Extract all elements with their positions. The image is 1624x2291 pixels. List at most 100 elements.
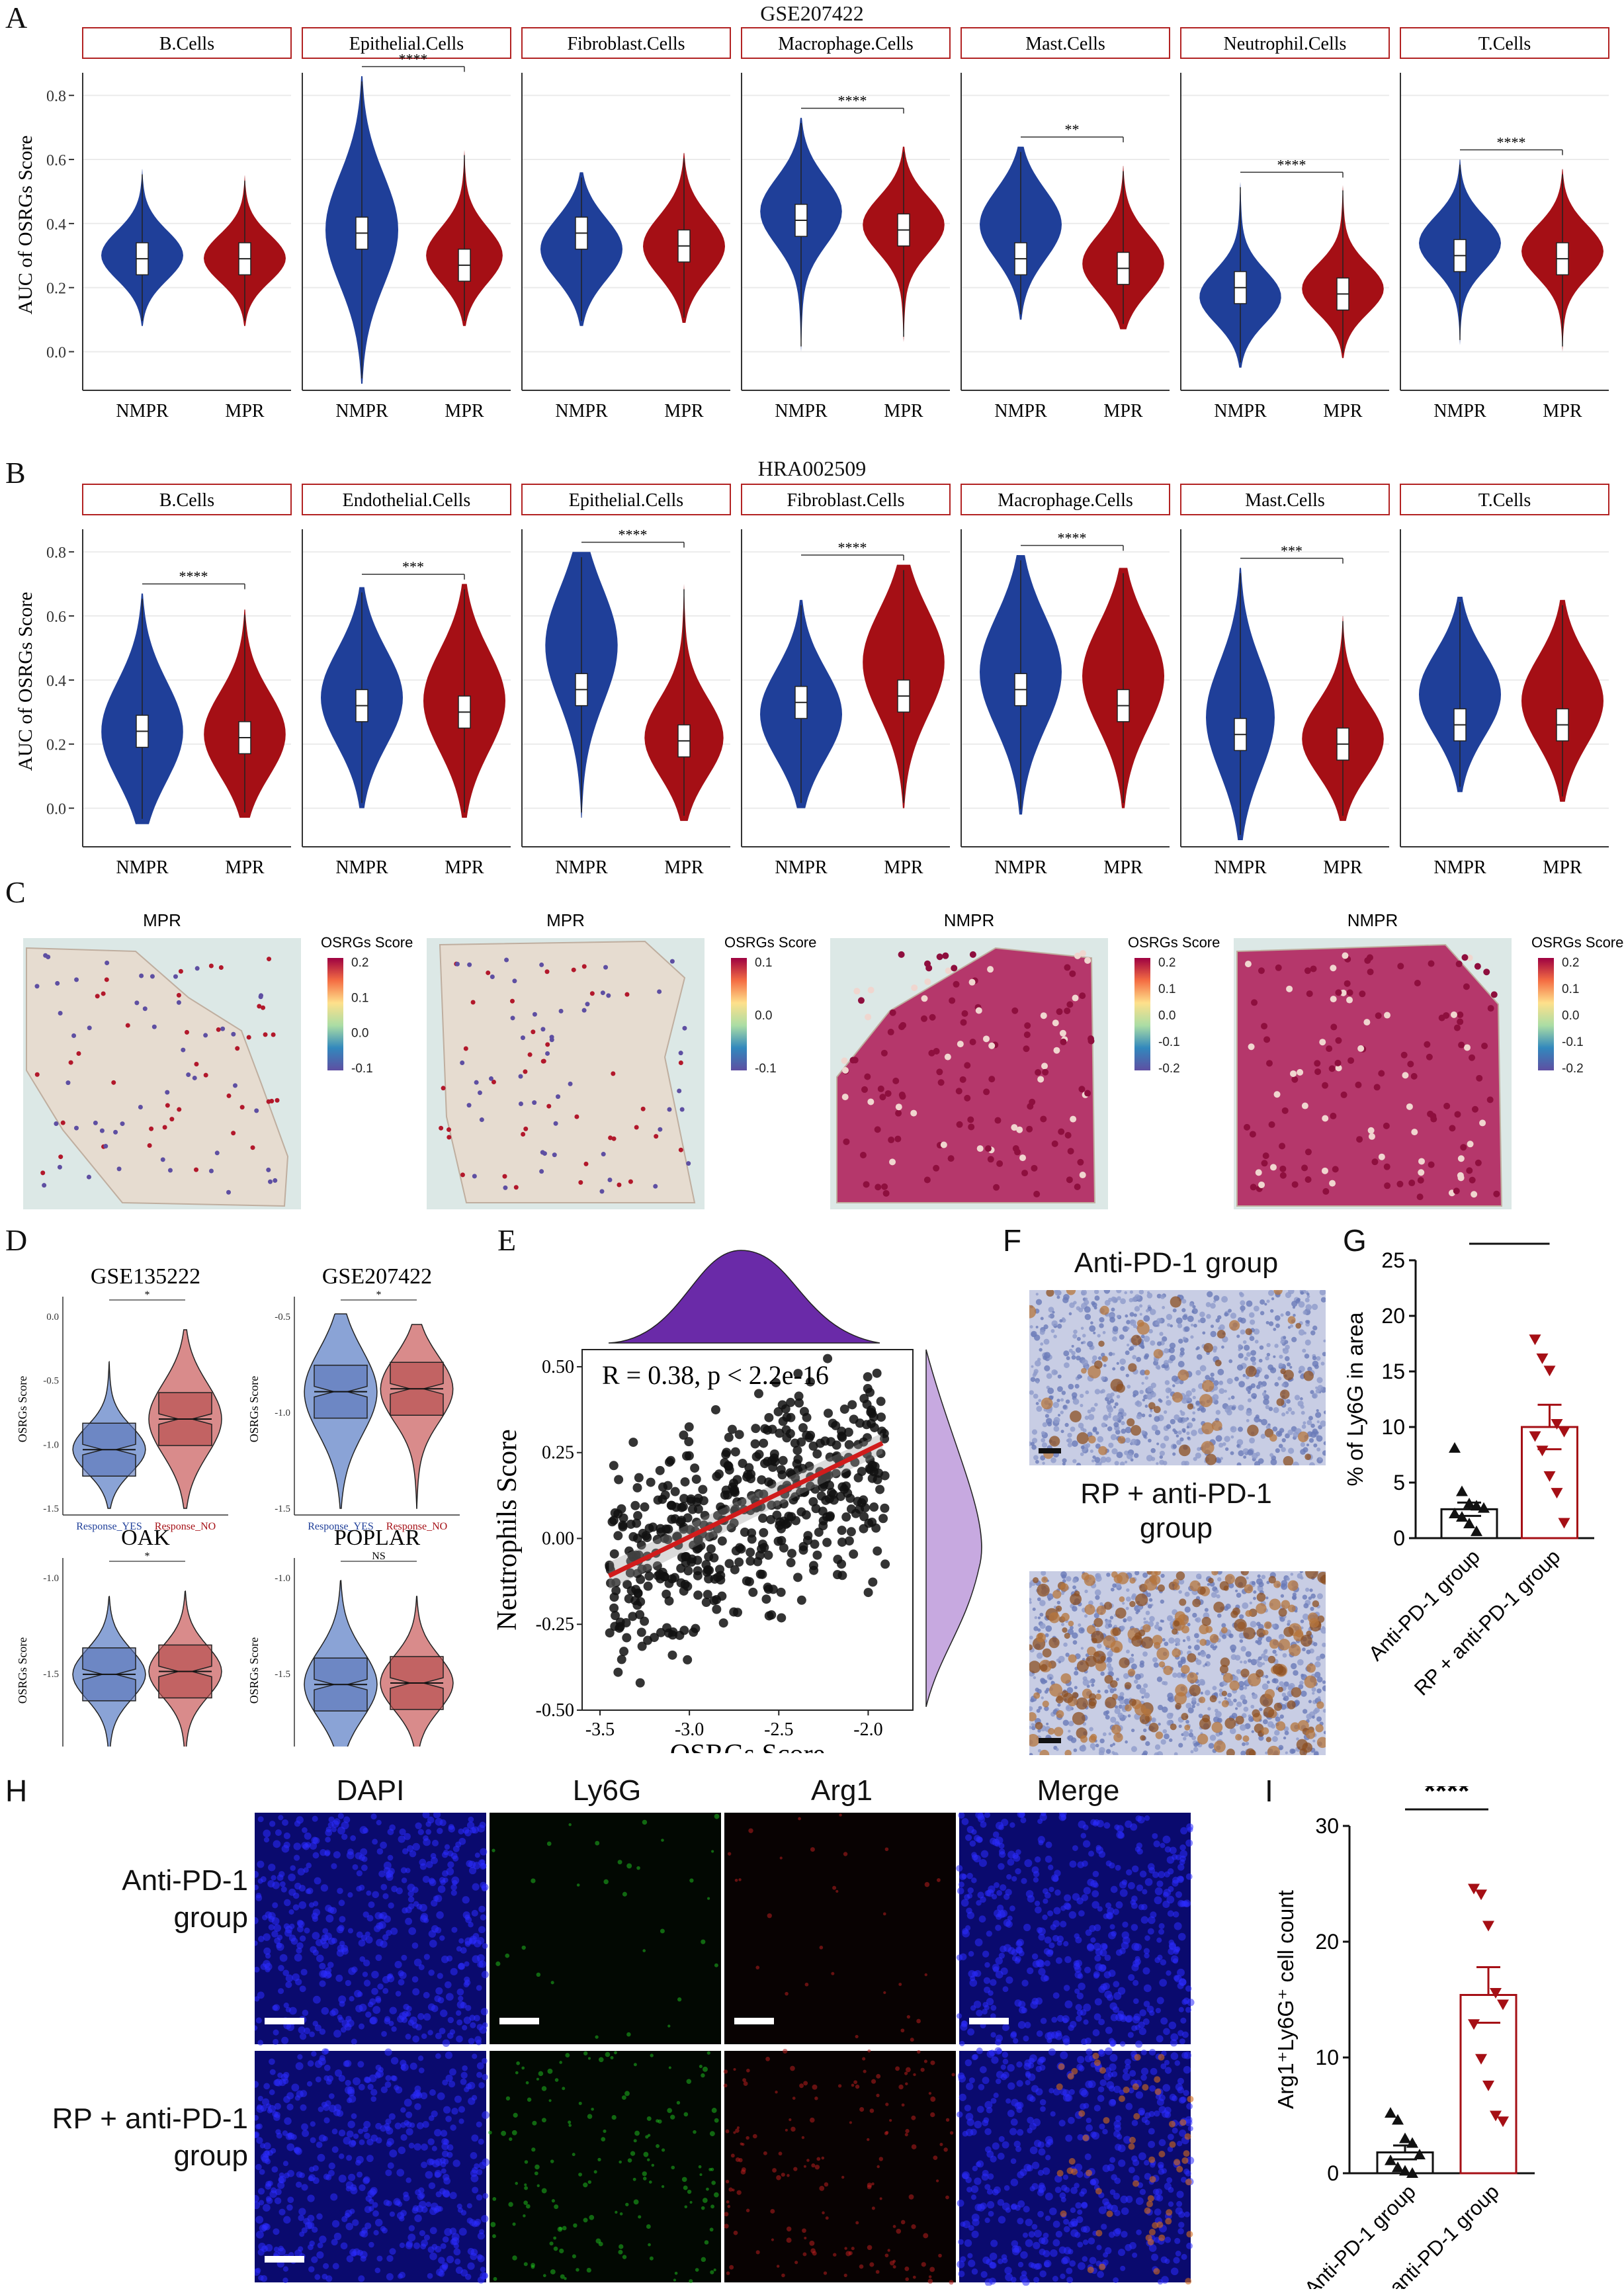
spot <box>857 997 865 1004</box>
ihc-nucleus <box>1107 1414 1111 1418</box>
if-signal <box>280 1886 287 1893</box>
ihc-stain <box>1042 1700 1049 1707</box>
spot <box>1457 1011 1464 1018</box>
scatter-point <box>812 1550 822 1560</box>
if-signal <box>1011 1876 1017 1882</box>
ihc-stain <box>1056 1696 1064 1704</box>
if-signal <box>451 2233 460 2241</box>
scatter-point <box>876 1412 886 1422</box>
tissue-section <box>439 940 696 1203</box>
if-signal <box>341 1833 348 1840</box>
ihc-stain <box>1209 1633 1219 1643</box>
spot <box>1011 1124 1018 1131</box>
ihc-nucleus <box>1189 1729 1193 1733</box>
if-signal <box>257 2188 265 2195</box>
if-signal <box>288 1873 296 1881</box>
spot <box>1279 1172 1287 1179</box>
ihc-nucleus <box>1302 1348 1306 1353</box>
ihc-nucleus <box>1178 1590 1182 1594</box>
if-signal <box>313 1995 321 2004</box>
if-signal <box>1048 1886 1054 1893</box>
scatter-point <box>808 1561 818 1571</box>
panel-label-a: A <box>5 1 28 34</box>
ihc-stain <box>1076 1432 1089 1444</box>
if-signal <box>423 1835 429 1841</box>
ihc-stain <box>1084 1604 1095 1615</box>
if-signal <box>835 1889 839 1893</box>
if-signal <box>402 2010 409 2018</box>
spot <box>881 1183 888 1190</box>
if-signal <box>450 1852 458 1860</box>
if-signal <box>418 2200 427 2209</box>
spot <box>1455 961 1463 968</box>
if-signal <box>1045 1855 1052 1863</box>
ihc-nucleus <box>1133 1313 1137 1317</box>
ihc-nucleus <box>1105 1710 1110 1715</box>
if-signal <box>458 1938 464 1944</box>
if-signal <box>343 2136 351 2145</box>
spot <box>1466 1167 1473 1174</box>
if-signal <box>255 2025 258 2031</box>
spot <box>490 974 495 979</box>
ihc-stain <box>1288 1604 1296 1613</box>
scatter-point <box>746 1547 755 1557</box>
spot <box>545 1051 550 1056</box>
ihc-nucleus <box>1316 1656 1321 1661</box>
ihc-nucleus <box>1189 1303 1193 1307</box>
if-signal <box>966 1907 972 1914</box>
if-signal <box>1000 1909 1008 1918</box>
ihc-nucleus <box>1261 1653 1266 1659</box>
scale-bar <box>1039 1738 1061 1743</box>
ihc-nucleus <box>1199 1576 1202 1579</box>
scatter-point <box>773 1406 783 1416</box>
spot <box>263 1032 268 1037</box>
ihc-stain <box>1029 1734 1040 1747</box>
scatter-point <box>733 1608 743 1618</box>
ihc-nucleus <box>1236 1439 1244 1446</box>
ihc-stain <box>1199 1624 1209 1635</box>
ihc-stain <box>1272 1663 1284 1675</box>
ihc-nucleus <box>1182 1397 1185 1401</box>
spot <box>556 1094 561 1100</box>
data-point <box>1471 1500 1482 1511</box>
ihc-nucleus <box>1227 1692 1232 1698</box>
if-signal <box>1009 1822 1015 1828</box>
ihc-nucleus <box>1030 1442 1035 1446</box>
if-signal <box>1096 1819 1104 1828</box>
ihc-nucleus <box>1087 1409 1091 1414</box>
if-signal <box>464 1937 472 1946</box>
ihc-nucleus <box>1062 1462 1066 1465</box>
ihc-stain <box>1201 1616 1211 1626</box>
if-signal <box>1090 1937 1096 1943</box>
ihc-nucleus <box>1080 1745 1087 1752</box>
ihc-stain <box>1101 1356 1108 1362</box>
if-signal <box>372 2006 381 2014</box>
if-signal <box>1127 2032 1134 2038</box>
ihc-nucleus <box>1215 1711 1222 1718</box>
ihc-stain <box>1316 1737 1326 1749</box>
scatter-point <box>633 1511 643 1521</box>
panel-label-g: G <box>1343 1223 1367 1258</box>
ihc-nucleus <box>1318 1457 1322 1461</box>
tissue-title: MPR <box>143 910 181 930</box>
ihc-nucleus <box>1238 1348 1241 1352</box>
ihc-nucleus <box>1080 1445 1085 1449</box>
if-signal <box>995 1957 1003 1965</box>
if-signal <box>269 1821 276 1827</box>
spot <box>544 969 550 974</box>
if-signal <box>471 1909 478 1917</box>
ihc-nucleus <box>1166 1395 1170 1399</box>
ihc-nucleus <box>1197 1447 1201 1451</box>
ihc-nucleus <box>1148 1414 1152 1418</box>
ihc-nucleus <box>1217 1613 1222 1618</box>
x-tick-label-nmpr: NMPR <box>555 401 608 421</box>
if-signal <box>1083 2019 1089 2025</box>
ihc-nucleus <box>1119 1461 1125 1465</box>
if-signal <box>924 1881 930 1887</box>
if-signal <box>969 1979 978 1987</box>
spot <box>87 1025 92 1031</box>
if-signal <box>353 2077 361 2086</box>
ihc-nucleus <box>1182 1336 1186 1340</box>
ihc-stain <box>1172 1628 1178 1635</box>
ihc-nucleus <box>1306 1292 1310 1296</box>
